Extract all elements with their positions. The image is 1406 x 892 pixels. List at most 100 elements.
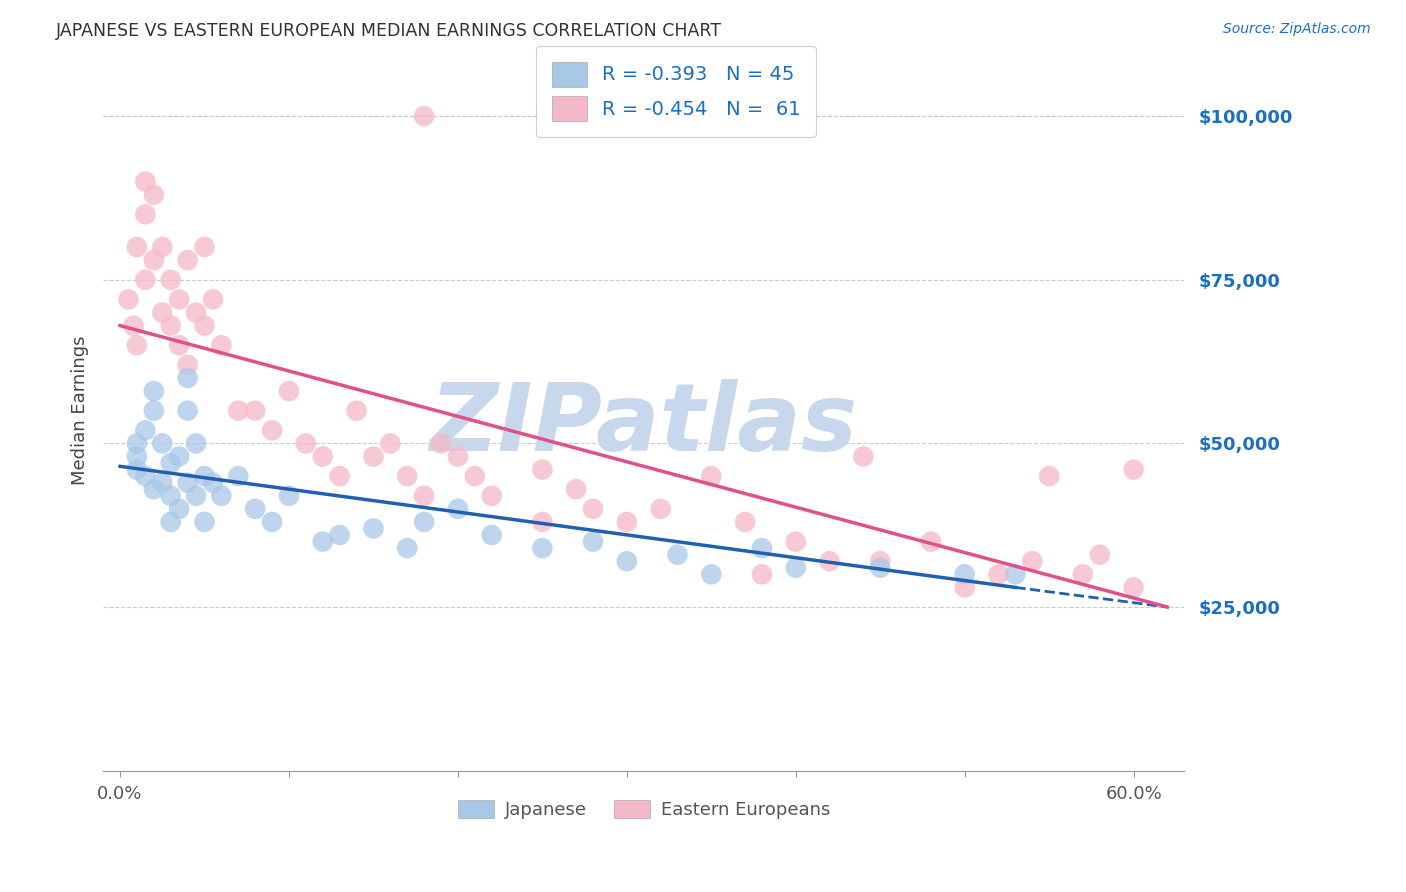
Point bbox=[150, 436, 173, 450]
Point bbox=[142, 403, 165, 417]
Point bbox=[243, 501, 266, 516]
Point bbox=[125, 462, 148, 476]
Point bbox=[363, 450, 385, 464]
Point bbox=[142, 187, 165, 202]
Point bbox=[413, 515, 436, 529]
Point bbox=[785, 534, 807, 549]
Point bbox=[193, 469, 215, 483]
Point bbox=[278, 489, 301, 503]
Point bbox=[751, 567, 773, 582]
Point bbox=[413, 489, 436, 503]
Point bbox=[785, 561, 807, 575]
Point bbox=[481, 528, 503, 542]
Point bbox=[1088, 548, 1111, 562]
Point bbox=[134, 207, 156, 221]
Point bbox=[295, 436, 318, 450]
Point bbox=[226, 403, 249, 417]
Point bbox=[142, 482, 165, 496]
Point bbox=[176, 475, 198, 490]
Point bbox=[193, 240, 215, 254]
Point bbox=[481, 489, 503, 503]
Point bbox=[531, 541, 554, 556]
Point bbox=[125, 450, 148, 464]
Text: JAPANESE VS EASTERN EUROPEAN MEDIAN EARNINGS CORRELATION CHART: JAPANESE VS EASTERN EUROPEAN MEDIAN EARN… bbox=[56, 22, 723, 40]
Point bbox=[125, 338, 148, 352]
Point bbox=[953, 581, 976, 595]
Point bbox=[201, 475, 224, 490]
Point bbox=[329, 469, 352, 483]
Point bbox=[159, 456, 181, 470]
Point bbox=[531, 462, 554, 476]
Point bbox=[193, 515, 215, 529]
Point bbox=[142, 253, 165, 268]
Point bbox=[176, 358, 198, 372]
Point bbox=[209, 489, 232, 503]
Point bbox=[380, 436, 402, 450]
Point bbox=[818, 554, 841, 568]
Point bbox=[167, 293, 190, 307]
Point bbox=[167, 450, 190, 464]
Point bbox=[150, 240, 173, 254]
Point bbox=[125, 240, 148, 254]
Point bbox=[666, 548, 689, 562]
Point bbox=[396, 469, 419, 483]
Point bbox=[209, 338, 232, 352]
Point bbox=[262, 423, 284, 437]
Point bbox=[447, 450, 470, 464]
Point bbox=[531, 515, 554, 529]
Point bbox=[134, 273, 156, 287]
Point bbox=[142, 384, 165, 398]
Point bbox=[312, 534, 335, 549]
Point bbox=[193, 318, 215, 333]
Point bbox=[243, 403, 266, 417]
Point bbox=[184, 489, 207, 503]
Point bbox=[134, 175, 156, 189]
Point bbox=[920, 534, 942, 549]
Point bbox=[616, 515, 638, 529]
Legend: Japanese, Eastern Europeans: Japanese, Eastern Europeans bbox=[450, 793, 837, 827]
Point bbox=[201, 293, 224, 307]
Point bbox=[700, 567, 723, 582]
Point bbox=[363, 521, 385, 535]
Point bbox=[447, 501, 470, 516]
Point bbox=[1122, 462, 1144, 476]
Point bbox=[413, 109, 436, 123]
Point bbox=[150, 305, 173, 319]
Point bbox=[430, 436, 453, 450]
Point bbox=[734, 515, 756, 529]
Point bbox=[134, 423, 156, 437]
Point bbox=[582, 501, 605, 516]
Text: ZIPatlas: ZIPatlas bbox=[430, 379, 858, 471]
Point bbox=[176, 253, 198, 268]
Point bbox=[176, 371, 198, 385]
Point bbox=[565, 482, 588, 496]
Point bbox=[1004, 567, 1026, 582]
Point bbox=[464, 469, 486, 483]
Point bbox=[650, 501, 672, 516]
Point bbox=[312, 450, 335, 464]
Point bbox=[159, 318, 181, 333]
Point bbox=[1038, 469, 1060, 483]
Point bbox=[1122, 581, 1144, 595]
Point bbox=[167, 501, 190, 516]
Point bbox=[125, 436, 148, 450]
Point bbox=[1021, 554, 1043, 568]
Point bbox=[396, 541, 419, 556]
Point bbox=[159, 489, 181, 503]
Y-axis label: Median Earnings: Median Earnings bbox=[72, 336, 89, 485]
Point bbox=[987, 567, 1010, 582]
Point bbox=[751, 541, 773, 556]
Point bbox=[1071, 567, 1094, 582]
Point bbox=[329, 528, 352, 542]
Point bbox=[852, 450, 875, 464]
Point bbox=[953, 567, 976, 582]
Point bbox=[159, 273, 181, 287]
Point bbox=[582, 534, 605, 549]
Point bbox=[184, 436, 207, 450]
Point bbox=[184, 305, 207, 319]
Point bbox=[150, 475, 173, 490]
Text: Source: ZipAtlas.com: Source: ZipAtlas.com bbox=[1223, 22, 1371, 37]
Point bbox=[278, 384, 301, 398]
Point bbox=[176, 403, 198, 417]
Point bbox=[346, 403, 368, 417]
